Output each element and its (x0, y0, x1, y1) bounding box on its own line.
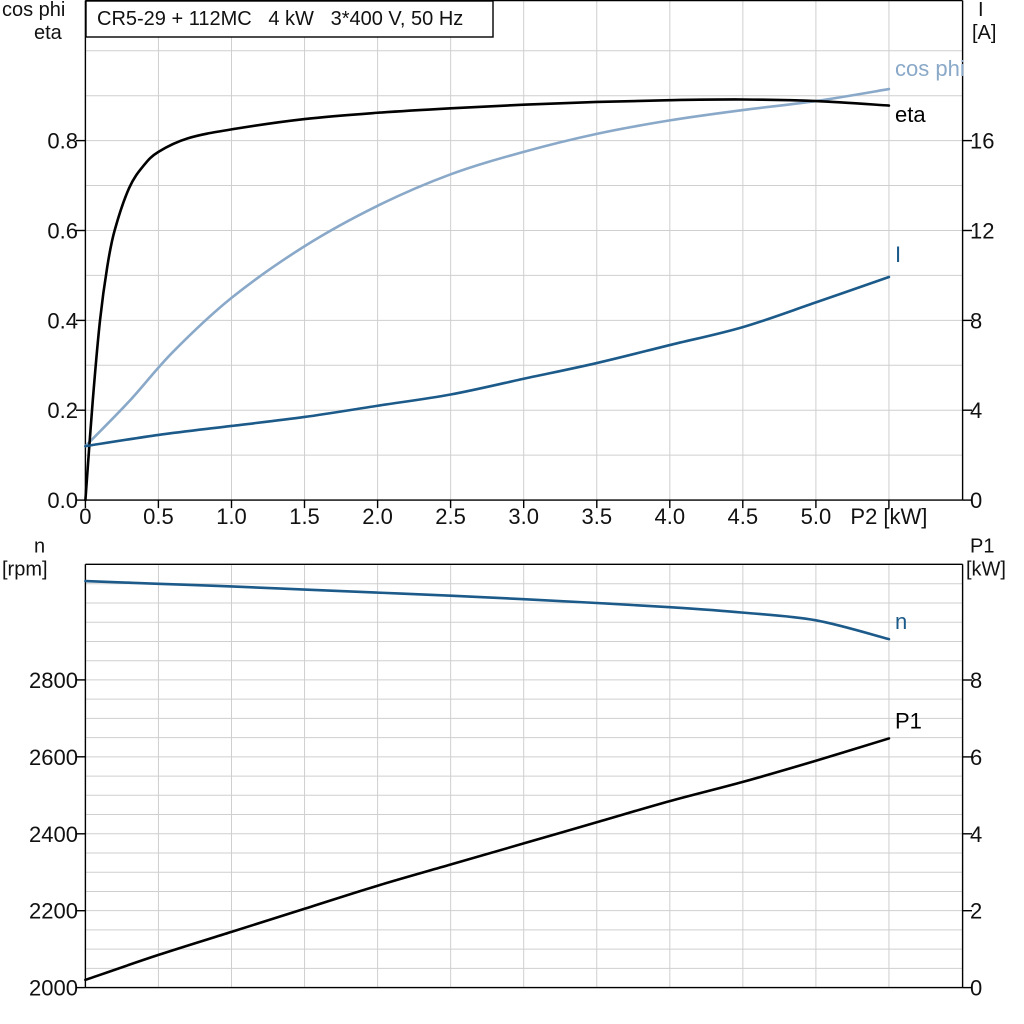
svg-text:CR5-29 + 112MC 4 kW 3*400: CR5-29 + 112MC 4 kW 3*400 V, 50 Hz (97, 8, 463, 30)
svg-text:2400: 2400 (29, 822, 78, 847)
svg-text:P1: P1 (970, 535, 994, 557)
svg-text:2600: 2600 (29, 745, 78, 770)
svg-text:P1: P1 (895, 708, 922, 733)
svg-text:16: 16 (970, 129, 994, 154)
svg-text:cos phi: cos phi (2, 0, 65, 21)
svg-text:0.8: 0.8 (47, 129, 78, 154)
svg-text:2000: 2000 (29, 976, 78, 1001)
svg-text:P2 [kW]: P2 [kW] (850, 504, 927, 529)
svg-text:[A]: [A] (972, 22, 996, 44)
svg-text:I: I (895, 242, 901, 267)
svg-text:I: I (978, 0, 984, 21)
svg-text:12: 12 (970, 219, 994, 244)
svg-text:0.6: 0.6 (47, 219, 78, 244)
svg-text:n: n (34, 535, 45, 557)
svg-text:0.4: 0.4 (47, 308, 78, 333)
svg-text:eta: eta (895, 102, 926, 127)
svg-text:[rpm]: [rpm] (2, 558, 48, 580)
svg-text:eta: eta (34, 22, 63, 44)
svg-text:n: n (895, 609, 907, 634)
svg-text:2200: 2200 (29, 899, 78, 924)
svg-text:cos phi: cos phi (895, 56, 965, 81)
svg-text:0.2: 0.2 (47, 398, 78, 423)
svg-text:2800: 2800 (29, 668, 78, 693)
svg-text:0.0: 0.0 (47, 488, 78, 513)
svg-text:[kW]: [kW] (966, 558, 1006, 580)
